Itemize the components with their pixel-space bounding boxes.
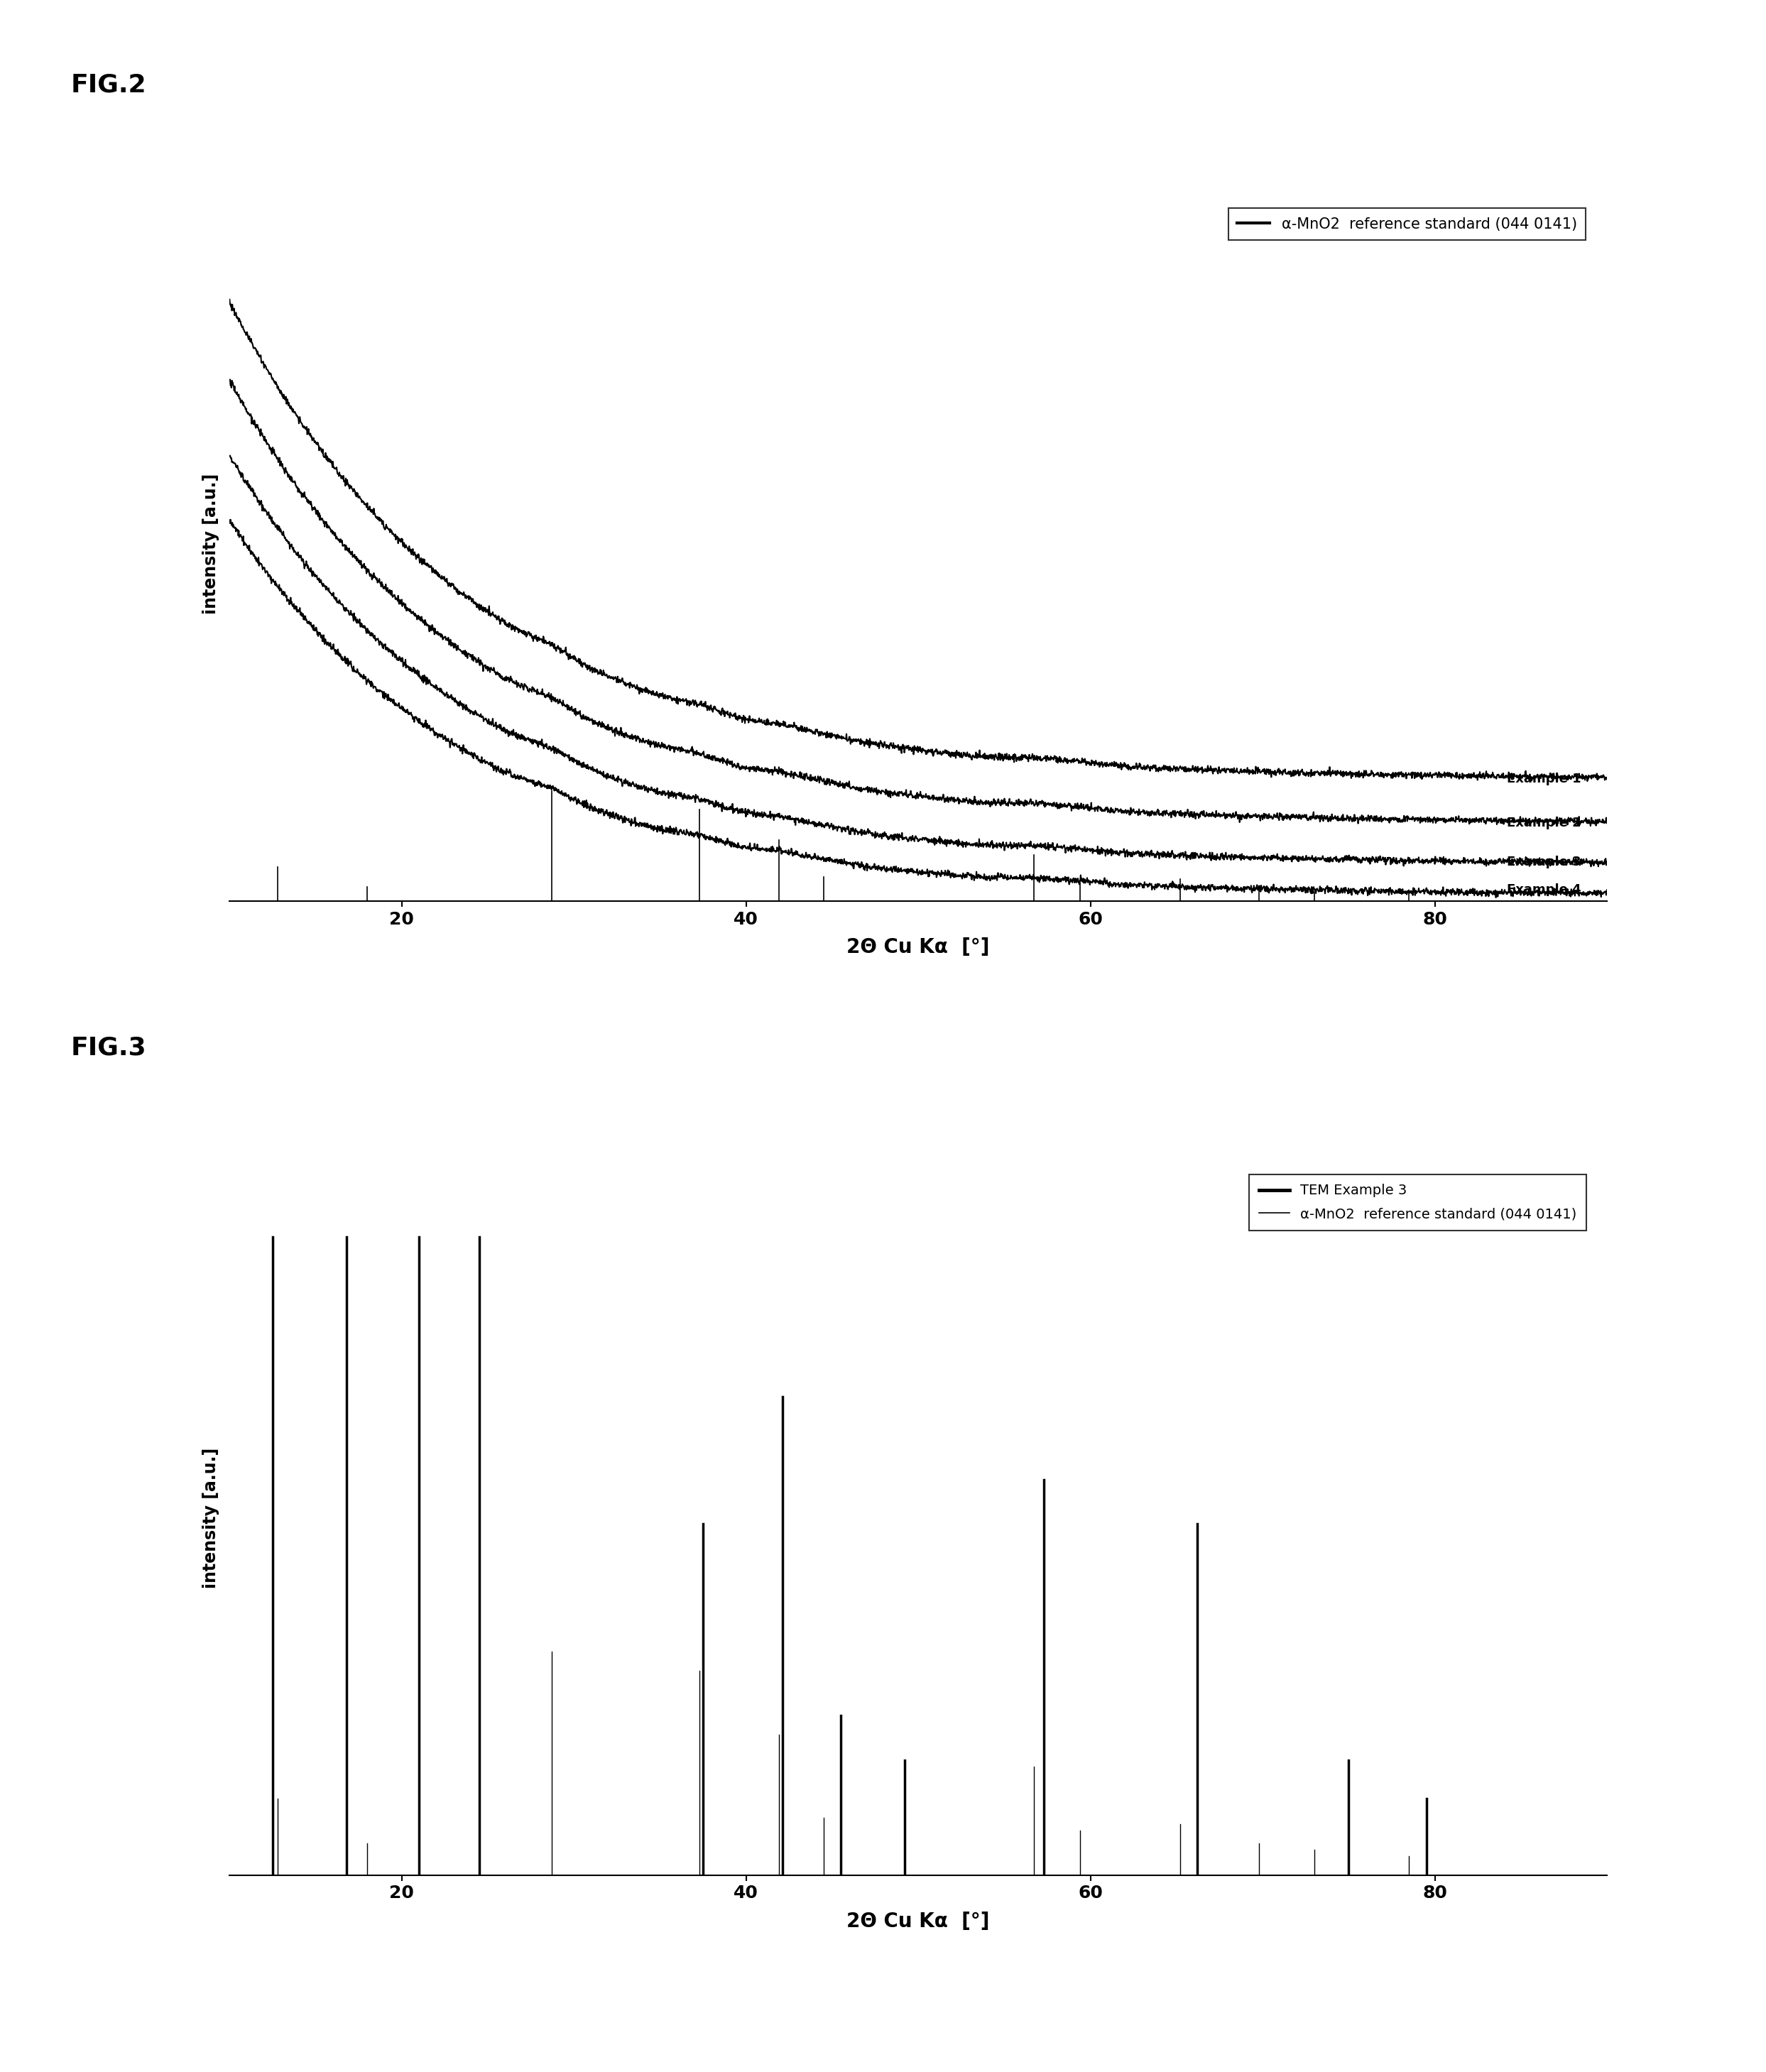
Text: Example 2: Example 2: [1506, 816, 1581, 829]
X-axis label: 2Θ Cu Kα  [°]: 2Θ Cu Kα [°]: [846, 939, 991, 957]
Text: Example 3: Example 3: [1506, 856, 1581, 868]
Text: Example 1: Example 1: [1506, 773, 1581, 785]
Text: FIG.3: FIG.3: [71, 1036, 147, 1061]
Legend: α-MnO2  reference standard (044 0141): α-MnO2 reference standard (044 0141): [1229, 207, 1586, 240]
X-axis label: 2Θ Cu Kα  [°]: 2Θ Cu Kα [°]: [846, 1912, 991, 1931]
Y-axis label: intensity [a.u.]: intensity [a.u.]: [203, 474, 219, 613]
Legend: TEM Example 3, α-MnO2  reference standard (044 0141): TEM Example 3, α-MnO2 reference standard…: [1249, 1175, 1586, 1231]
Y-axis label: intensity [a.u.]: intensity [a.u.]: [203, 1448, 219, 1587]
Text: Example 4: Example 4: [1506, 883, 1581, 897]
Text: FIG.2: FIG.2: [71, 73, 147, 97]
